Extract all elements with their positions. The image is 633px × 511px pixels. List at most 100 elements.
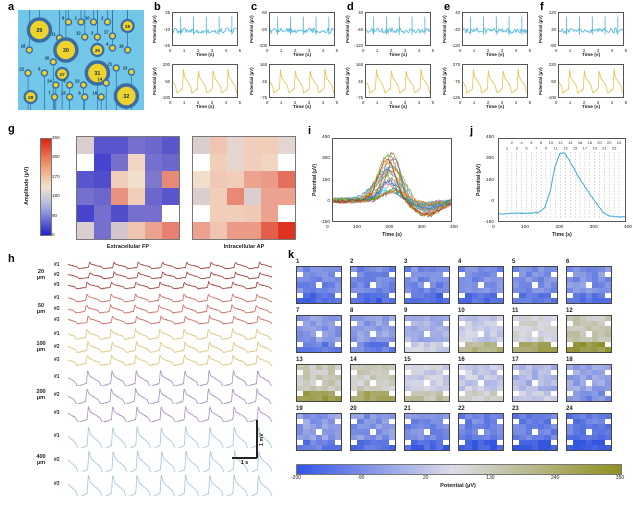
- heatmap-cell: [363, 444, 370, 450]
- heatmap-cell: [328, 316, 335, 322]
- heatmap-cell: [309, 419, 316, 425]
- heatmap-cell: [357, 434, 364, 440]
- heatmap-cell: [442, 292, 449, 298]
- h-trace-100-3: [68, 353, 272, 366]
- heatmap-cell: [376, 419, 383, 425]
- heatmap-cell: [309, 272, 316, 278]
- heatmap-cell: [376, 429, 383, 435]
- heatmap-cell: [567, 282, 574, 288]
- heatmap-cell: [297, 434, 304, 440]
- heatmap-cell: [423, 336, 431, 342]
- heatmap-cell: [436, 434, 443, 440]
- heatmap-cell: [423, 370, 431, 376]
- heatmap-cell: [405, 346, 412, 352]
- heatmap-cell: [388, 326, 395, 332]
- heatmap-cell: [573, 326, 580, 332]
- heatmap-cell: [94, 171, 111, 188]
- heatmap-cell: [459, 380, 466, 386]
- heatmap-cell: [388, 346, 395, 352]
- tick-label: -100: [161, 95, 170, 100]
- h-trace-label: #3: [54, 410, 60, 416]
- heatmap-cell: [405, 282, 412, 288]
- svg-text:22: 22: [607, 140, 612, 145]
- k-map-number: 9: [404, 308, 408, 314]
- heatmap-cell: [309, 297, 316, 303]
- heatmap-cell: [388, 267, 395, 273]
- heatmap-cell: [363, 292, 370, 298]
- heatmap-cell: [604, 370, 611, 376]
- heatmap-cell: [513, 434, 520, 440]
- heatmap-cell: [538, 434, 545, 440]
- h-trace-50-3: [68, 314, 272, 325]
- heatmap-cell: [544, 277, 551, 283]
- heatmap-cell: [193, 171, 210, 188]
- heatmap-cell: [363, 321, 370, 327]
- tick-label: 2: [293, 100, 297, 105]
- heatmap-cell: [334, 434, 341, 440]
- heatmap-cell: [442, 434, 449, 440]
- heatmap-cell: [417, 365, 424, 371]
- heatmap-cell: [363, 326, 370, 332]
- heatmap-cell: [459, 439, 466, 445]
- heatmap-cell: [585, 434, 593, 440]
- panel-label-i: i: [308, 125, 312, 137]
- heatmap-cell: [550, 272, 557, 278]
- tick-label: 150: [321, 177, 330, 183]
- c_fp-y-ticks: 60 -20 -100: [254, 10, 267, 48]
- heatmap-cell: [525, 414, 532, 420]
- tick-label: 3: [403, 100, 407, 105]
- svg-text:23: 23: [123, 66, 128, 71]
- heatmap-cell: [417, 370, 424, 376]
- heatmap-cell: [77, 188, 94, 205]
- heatmap-cell: [322, 321, 329, 327]
- k-map-number: 6: [566, 259, 570, 265]
- heatmap-cell: [598, 419, 605, 425]
- d_fp-x-axis-label: Time (s): [388, 53, 408, 58]
- h-trace-label: #3: [54, 282, 60, 288]
- heatmap-cell: [369, 380, 377, 386]
- heatmap-cell: [538, 297, 545, 303]
- tick-label: 3: [596, 100, 600, 105]
- heatmap-cell: [579, 287, 586, 293]
- heatmap-cell: [334, 380, 341, 386]
- heatmap-cell: [592, 331, 599, 337]
- heatmap-cell: [334, 321, 341, 327]
- heatmap-cell: [477, 444, 485, 450]
- heatmap-cell: [351, 380, 358, 386]
- heatmap-cell: [423, 365, 431, 371]
- heatmap-cell: [315, 321, 323, 327]
- e_fp-trace: [463, 16, 527, 35]
- heatmap-cell: [369, 370, 377, 376]
- plot-e_fp: Potential (µV) 40 -40 -120 0 1 2 3 4 5 Time (s): [440, 10, 535, 62]
- heatmap-cell: [322, 424, 329, 430]
- heatmap-cell: [315, 331, 323, 337]
- heatmap-cell: [598, 390, 605, 396]
- heatmap-cell: [328, 429, 335, 435]
- k-map-number: 20: [350, 406, 357, 412]
- heatmap-cell: [357, 297, 364, 303]
- heatmap-cell: [303, 282, 310, 288]
- k-map-18: [566, 364, 612, 402]
- f_fp-trace: [559, 16, 623, 35]
- tick-label: 40: [455, 10, 460, 15]
- tick-label: -150: [320, 220, 330, 225]
- heatmap-cell: [111, 222, 128, 239]
- heatmap-cell: [405, 429, 412, 435]
- h-trace-label: #2: [54, 272, 60, 278]
- heatmap-cell: [382, 390, 389, 396]
- heatmap-cell: [525, 346, 532, 352]
- heatmap-cell: [369, 419, 377, 425]
- heatmap-cell: [567, 316, 574, 322]
- electrode-18: [25, 46, 34, 54]
- heatmap-cell: [544, 439, 551, 445]
- heatmap-cell: [357, 346, 364, 352]
- heatmap-cell: [376, 287, 383, 293]
- heatmap-cell: [579, 336, 586, 342]
- heatmap-cell: [567, 292, 574, 298]
- tick-label: 150: [485, 177, 494, 183]
- heatmap-cell: [328, 336, 335, 342]
- heatmap-cell: [465, 380, 472, 386]
- svg-text:7: 7: [48, 91, 51, 96]
- heatmap-cell: [423, 277, 431, 283]
